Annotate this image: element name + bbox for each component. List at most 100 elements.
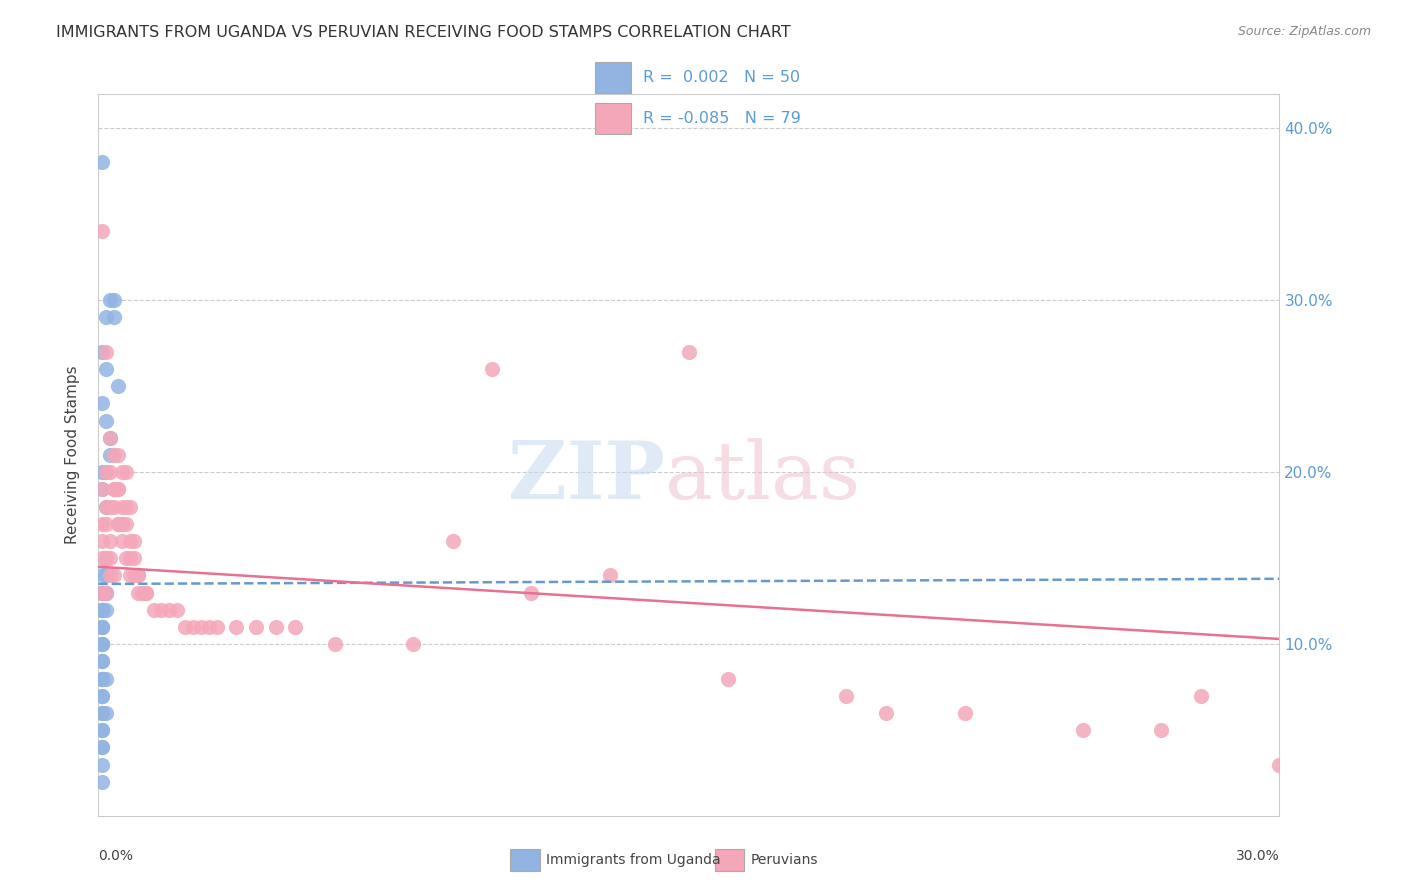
Point <box>127 585 149 599</box>
Point <box>190 620 212 634</box>
Point <box>91 551 114 566</box>
Point <box>96 551 118 566</box>
Point <box>875 706 897 720</box>
Point <box>91 516 114 531</box>
Y-axis label: Receiving Food Stamps: Receiving Food Stamps <box>65 366 80 544</box>
Point <box>96 465 118 479</box>
Point <box>111 516 134 531</box>
Text: ZIP: ZIP <box>509 438 665 516</box>
Point <box>115 465 138 479</box>
Point <box>118 533 141 548</box>
Point <box>96 344 118 359</box>
FancyBboxPatch shape <box>714 848 744 871</box>
Point <box>181 620 204 634</box>
Point <box>91 689 114 703</box>
Point <box>107 516 129 531</box>
Point <box>91 637 114 651</box>
Point <box>96 310 118 325</box>
Point <box>91 637 114 651</box>
Point <box>122 533 145 548</box>
Text: R = -0.085   N = 79: R = -0.085 N = 79 <box>643 112 800 126</box>
Point <box>157 603 180 617</box>
Point <box>91 483 114 497</box>
Point <box>1268 757 1291 772</box>
Point <box>111 533 134 548</box>
Point <box>91 465 114 479</box>
Point <box>91 757 114 772</box>
Point <box>91 723 114 738</box>
Point <box>96 413 118 427</box>
Point <box>91 654 114 668</box>
Point <box>135 585 157 599</box>
Point <box>103 448 125 462</box>
Point <box>111 500 134 514</box>
Point <box>96 516 118 531</box>
Text: R =  0.002   N = 50: R = 0.002 N = 50 <box>643 70 800 85</box>
Point <box>150 603 173 617</box>
Point <box>91 689 114 703</box>
Point <box>118 500 141 514</box>
Point <box>107 379 129 393</box>
Point <box>481 362 503 376</box>
Point <box>98 465 121 479</box>
Point <box>284 620 307 634</box>
Point <box>118 551 141 566</box>
FancyBboxPatch shape <box>595 62 631 93</box>
Text: 30.0%: 30.0% <box>1236 848 1279 863</box>
Point <box>91 672 114 686</box>
Text: Source: ZipAtlas.com: Source: ZipAtlas.com <box>1237 25 1371 38</box>
Point <box>1189 689 1212 703</box>
Point <box>91 672 114 686</box>
Point <box>91 585 114 599</box>
Point <box>142 603 165 617</box>
Point <box>103 500 125 514</box>
Point <box>91 533 114 548</box>
Point <box>96 585 118 599</box>
Point <box>122 551 145 566</box>
Text: atlas: atlas <box>665 438 860 516</box>
Point <box>91 603 114 617</box>
Point <box>127 568 149 582</box>
Point <box>264 620 287 634</box>
Point <box>91 620 114 634</box>
Point <box>197 620 219 634</box>
Point <box>111 465 134 479</box>
Point <box>111 516 134 531</box>
Point <box>91 603 114 617</box>
Point <box>953 706 976 720</box>
Point <box>96 603 118 617</box>
Point <box>91 620 114 634</box>
Point <box>103 293 125 307</box>
Point <box>107 448 129 462</box>
Point <box>96 672 118 686</box>
Point <box>103 483 125 497</box>
Text: IMMIGRANTS FROM UGANDA VS PERUVIAN RECEIVING FOOD STAMPS CORRELATION CHART: IMMIGRANTS FROM UGANDA VS PERUVIAN RECEI… <box>56 25 792 40</box>
Point <box>91 585 114 599</box>
Point <box>91 224 114 238</box>
Point <box>441 533 464 548</box>
Text: Peruvians: Peruvians <box>751 853 818 867</box>
Point <box>98 551 121 566</box>
Point <box>96 362 118 376</box>
Point <box>98 448 121 462</box>
Point <box>127 568 149 582</box>
Point <box>96 706 118 720</box>
Point <box>118 568 141 582</box>
Point <box>103 310 125 325</box>
Point <box>107 516 129 531</box>
Point <box>103 483 125 497</box>
Point <box>96 500 118 514</box>
Point <box>91 603 114 617</box>
FancyBboxPatch shape <box>595 103 631 134</box>
Point <box>91 603 114 617</box>
FancyBboxPatch shape <box>510 848 540 871</box>
Point <box>122 568 145 582</box>
Point <box>91 637 114 651</box>
Point <box>91 155 114 169</box>
Point <box>96 568 118 582</box>
Point <box>835 689 858 703</box>
Point <box>225 620 247 634</box>
Point <box>98 293 121 307</box>
Point <box>98 500 121 514</box>
Point <box>678 344 700 359</box>
